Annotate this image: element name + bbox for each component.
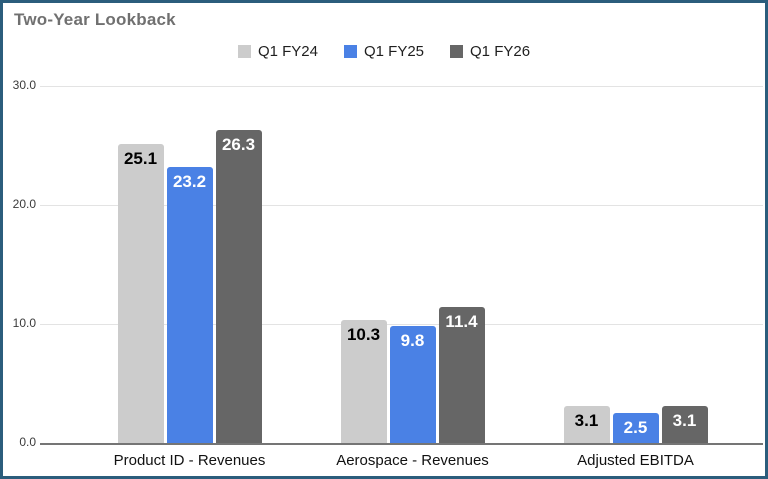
- y-axis-tick-label: 10.0: [12, 316, 36, 330]
- legend: Q1 FY24 Q1 FY25 Q1 FY26: [3, 43, 765, 60]
- bar-q1-fy25-aerospace-revenues[interactable]: 9.8: [389, 326, 436, 443]
- bar-value-label: 23.2: [172, 171, 207, 191]
- legend-item-q1-fy24[interactable]: Q1 FY24: [237, 43, 318, 60]
- bars-layer: 25.1 23.2 26.3 10.3 9.8 11.4 3.1 2.5 3.1: [78, 86, 747, 443]
- legend-label: Q1 FY25: [363, 43, 425, 60]
- bar-q1-fy24-aerospace-revenues[interactable]: 10.3: [340, 320, 387, 443]
- bar-value-label: 26.3: [221, 135, 256, 154]
- bar-q1-fy25-adjusted-ebitda[interactable]: 2.5: [612, 413, 659, 443]
- y-axis-tick-label: 0.0: [19, 435, 36, 449]
- bar-group-product-id-revenues: 25.1 23.2 26.3: [78, 86, 301, 443]
- legend-item-q1-fy26[interactable]: Q1 FY26: [450, 43, 530, 60]
- bar-q1-fy24-product-id-revenues[interactable]: 25.1: [117, 144, 164, 443]
- bar-q1-fy26-adjusted-ebitda[interactable]: 3.1: [661, 406, 708, 443]
- x-axis-category-labels: Product ID - Revenues Aerospace - Revenue…: [78, 452, 747, 469]
- y-axis-tick-label: 30.0: [12, 78, 36, 92]
- bar-q1-fy26-product-id-revenues[interactable]: 26.3: [215, 130, 262, 443]
- bar-q1-fy25-product-id-revenues[interactable]: 23.2: [166, 166, 213, 443]
- bar-value-label: 25.1: [123, 149, 158, 169]
- legend-label: Q1 FY24: [257, 43, 318, 60]
- x-axis-category-label: Product ID - Revenues: [113, 452, 266, 469]
- bar-value-label: 3.1: [672, 411, 697, 431]
- gridline: [40, 85, 763, 87]
- x-axis-category-label: Adjusted EBITDA: [577, 452, 694, 469]
- plot-area: 0.0 10.0 20.0 30.0: [3, 3, 765, 476]
- legend-item-q1-fy25[interactable]: Q1 FY25: [343, 43, 425, 60]
- chart-title: Two-Year Lookback: [14, 10, 176, 29]
- bar-value-label: 3.1: [574, 411, 599, 431]
- x-axis-line: [40, 443, 763, 445]
- legend-swatch-icon: [237, 45, 251, 58]
- legend-swatch-icon: [450, 45, 464, 58]
- bar-value-label: 9.8: [400, 331, 425, 351]
- legend-label: Q1 FY26: [470, 43, 531, 60]
- bar-group-adjusted-ebitda: 3.1 2.5 3.1: [524, 86, 747, 443]
- bar-group-aerospace-revenues: 10.3 9.8 11.4: [301, 86, 524, 443]
- bar-value-label: 11.4: [445, 312, 478, 332]
- bar-value-label: 2.5: [623, 418, 648, 438]
- legend-swatch-icon: [343, 45, 357, 58]
- bar-q1-fy24-adjusted-ebitda[interactable]: 3.1: [563, 406, 610, 443]
- gridline: [40, 323, 763, 325]
- y-axis-tick-label: 20.0: [12, 197, 36, 211]
- x-axis-category-label: Aerospace - Revenues: [336, 452, 489, 469]
- bar-q1-fy26-aerospace-revenues[interactable]: 11.4: [438, 307, 485, 443]
- gridline: [40, 204, 763, 206]
- bar-value-label: 10.3: [346, 325, 381, 345]
